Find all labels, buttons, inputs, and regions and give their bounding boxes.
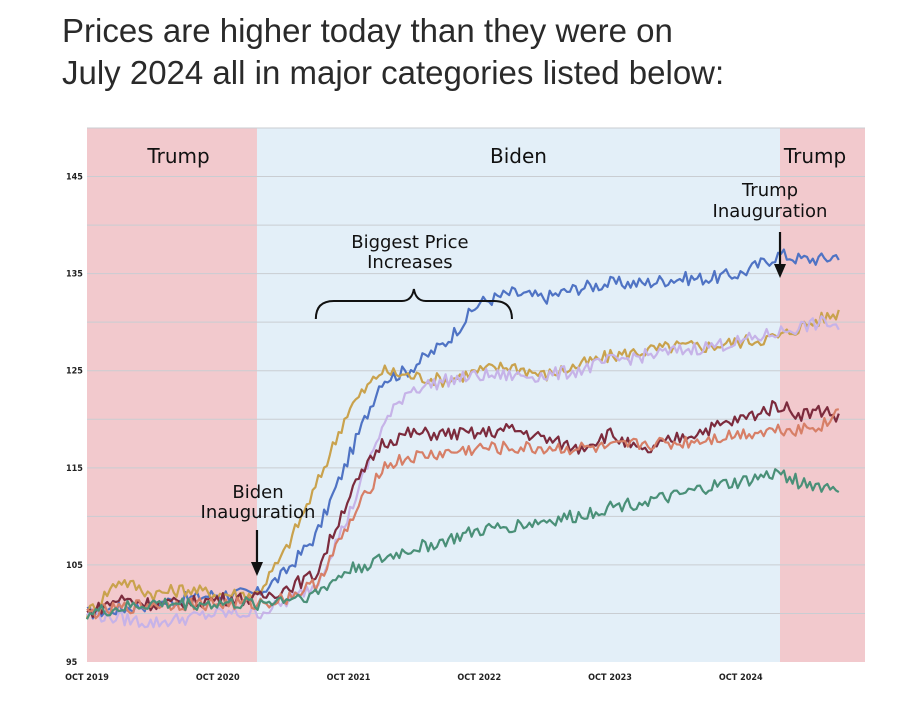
headline-line-2: July 2024 all in major categories listed… xyxy=(62,54,725,91)
x-tick-label: OCT 2024 xyxy=(719,673,763,683)
series-line-lavender xyxy=(86,315,840,629)
period-label: Biden xyxy=(490,144,547,168)
headline-line-1: Prices are higher today than they were o… xyxy=(62,12,673,49)
y-tick-label: 145 xyxy=(66,173,83,183)
x-tick-label: OCT 2019 xyxy=(65,673,109,683)
annotation-increases: Increases xyxy=(367,252,453,273)
annotation-trump-label: Trump xyxy=(741,180,798,201)
arrow-down-icon xyxy=(250,562,263,576)
y-tick-label: 115 xyxy=(66,464,83,474)
x-tick-label: OCT 2022 xyxy=(457,673,501,683)
period-band-2 xyxy=(780,128,865,662)
x-tick-label: OCT 2020 xyxy=(196,673,240,683)
period-band-1 xyxy=(256,128,781,662)
x-tick-label: OCT 2023 xyxy=(588,673,632,683)
y-tick-label: 125 xyxy=(66,367,83,377)
annotation-biden-label: Biden xyxy=(232,482,283,503)
brace-icon xyxy=(314,288,513,320)
series-line-gold xyxy=(85,309,840,619)
arrow-down-icon xyxy=(774,264,787,278)
period-band-0 xyxy=(87,128,257,662)
series-line-teal xyxy=(86,468,840,620)
x-tick-label: OCT 2021 xyxy=(327,673,371,683)
y-tick-label: 95 xyxy=(66,658,78,668)
y-tick-label: 105 xyxy=(66,561,83,571)
annotation-biden-inauguration: Inauguration xyxy=(201,502,316,523)
series-line-salmon xyxy=(86,408,840,620)
y-tick-label: 135 xyxy=(66,270,83,280)
period-label: Trump xyxy=(783,144,846,168)
headline: Prices are higher today than they were o… xyxy=(62,10,862,94)
annotation-trump-inauguration: Inauguration xyxy=(713,201,828,222)
period-label: Trump xyxy=(146,144,209,168)
series-line-blue xyxy=(86,248,840,620)
annotation-biggest-price: Biggest Price xyxy=(351,232,468,253)
